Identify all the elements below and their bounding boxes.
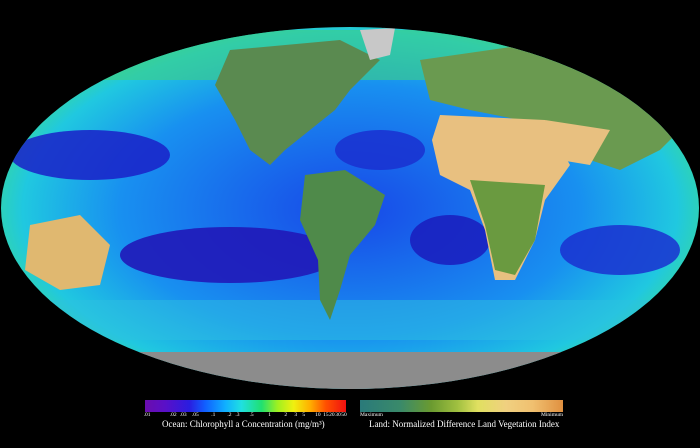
arabia-desert [545,120,610,165]
africa-vegetation [470,180,545,275]
tick: .3 [235,412,240,418]
tick: 20 [329,412,335,418]
tick: 3 [294,412,298,418]
tick: .05 [191,412,199,418]
tick: 5 [302,412,306,418]
tick: 30 [335,412,341,418]
chlorophyll-color-scale [145,400,346,412]
antarctica [1,352,699,389]
southern-ocean-band [1,300,699,340]
tick: .2 [227,412,232,418]
australia [25,215,110,290]
tick: 15 [323,412,329,418]
chlorophyll-scale-ticks: .01 .02 .03 .05 .1 .2 .3 .5 1 2 3 5 10 1… [143,412,347,420]
south-pacific-gyre [120,227,340,283]
ocean-legend-caption: Ocean: Chlorophyll a Concentration (mg/m… [162,419,325,429]
greenland [360,28,395,60]
vegetation-index-color-scale [360,400,563,412]
vegetation-max-label: Maximum [360,412,383,418]
tick: .02 [169,412,177,418]
vegetation-min-label: Minimum [541,412,564,418]
tick: .03 [179,412,187,418]
tick: .01 [143,412,151,418]
tick: 1 [268,412,271,418]
tick: .5 [249,412,254,418]
tick: .1 [211,412,216,418]
tick: 50 [341,412,347,418]
tick: 2 [284,412,288,418]
land-legend-caption: Land: Normalized Difference Land Vegetat… [369,419,560,429]
north-atlantic-gyre [335,130,425,170]
north-pacific-gyre [10,130,170,180]
south-america [300,170,385,320]
indian-ocean-gyre [560,225,680,275]
tick: 10 [315,412,321,418]
south-atlantic-gyre [410,215,490,265]
north-america [215,40,380,165]
